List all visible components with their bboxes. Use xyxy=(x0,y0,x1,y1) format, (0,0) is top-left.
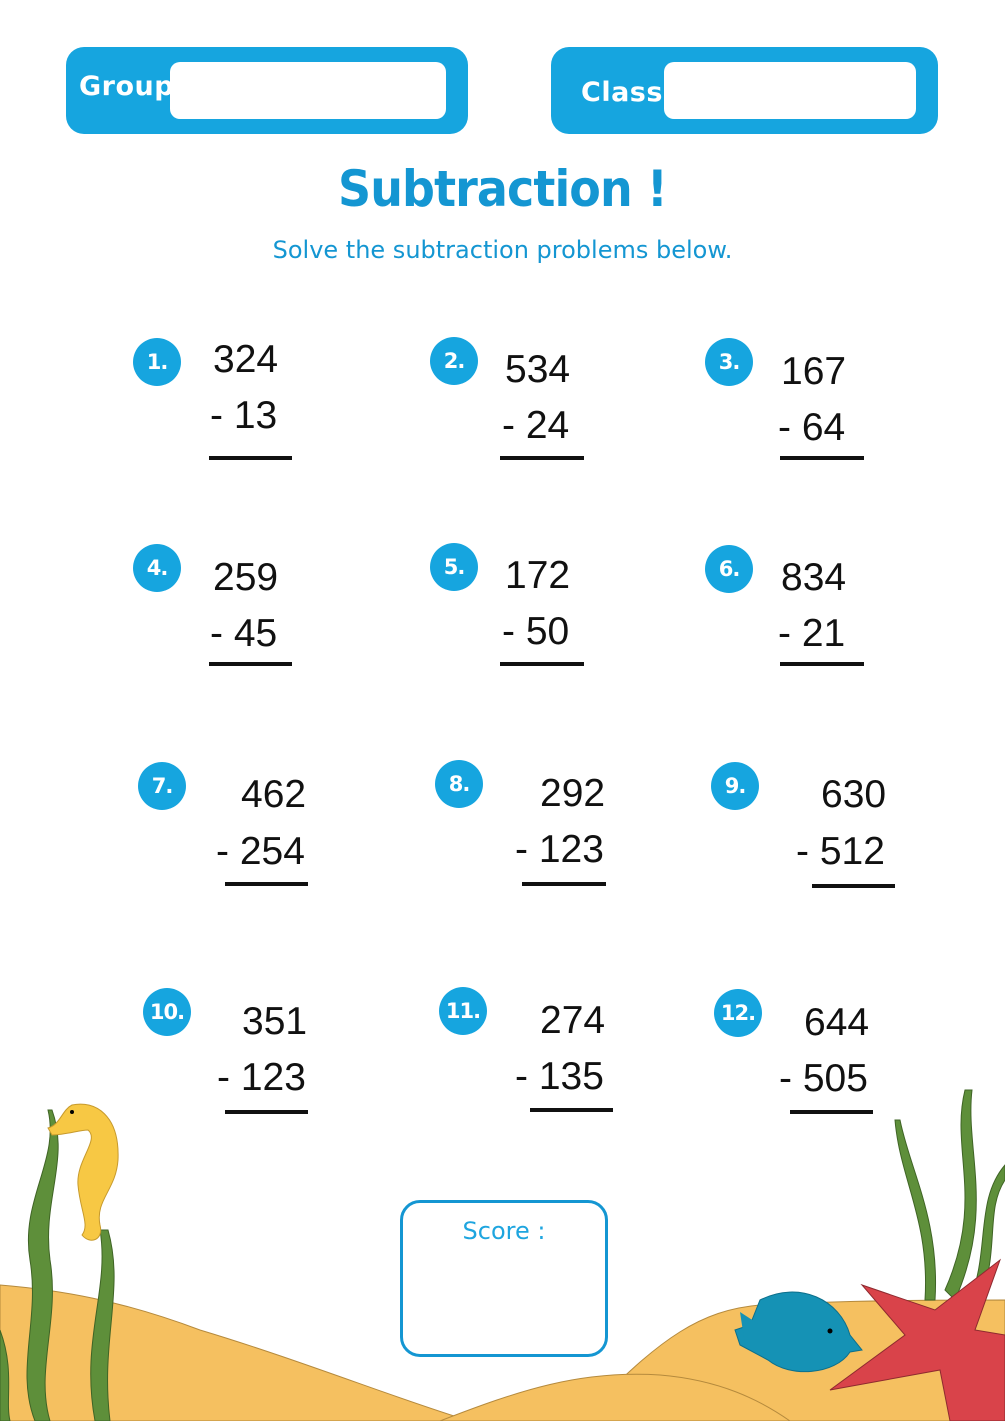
minuend: 292 xyxy=(540,772,606,815)
minuend: 630 xyxy=(821,773,887,816)
problem-number-badge: 3. xyxy=(705,338,753,386)
subtrahend: - 50 xyxy=(502,610,570,653)
problem-number-badge: 12. xyxy=(714,989,762,1037)
minuend: 534 xyxy=(505,348,571,391)
subtrahend: - 512 xyxy=(796,830,885,873)
page-title: Subtraction ! xyxy=(338,160,668,218)
score-box[interactable]: Score : xyxy=(400,1200,608,1357)
answer-line xyxy=(530,1108,613,1112)
answer-line xyxy=(780,662,864,666)
problem-number-badge: 1. xyxy=(133,338,181,386)
answer-line xyxy=(209,662,292,666)
subtrahend: - 505 xyxy=(779,1057,868,1100)
minuend: 351 xyxy=(242,1000,308,1043)
problem-number-badge: 2. xyxy=(430,337,478,385)
minuend: 834 xyxy=(781,556,847,599)
group-input[interactable] xyxy=(170,62,446,119)
minuend: 644 xyxy=(804,1001,870,1044)
minuend: 324 xyxy=(213,338,279,381)
minuend: 259 xyxy=(213,556,279,599)
problem-number-badge: 8. xyxy=(435,760,483,808)
score-label: Score : xyxy=(462,1217,546,1245)
group-label: Group xyxy=(79,71,175,102)
subtrahend: - 21 xyxy=(778,612,846,655)
class-input[interactable] xyxy=(664,62,916,119)
answer-line xyxy=(790,1110,873,1114)
class-label: Class xyxy=(581,77,663,108)
minuend: 274 xyxy=(540,999,606,1042)
subtrahend: - 123 xyxy=(515,828,604,871)
starfish-icon xyxy=(829,1258,1005,1421)
subtrahend: - 123 xyxy=(217,1056,306,1099)
subtrahend: - 45 xyxy=(210,612,278,655)
answer-line xyxy=(209,456,292,460)
answer-line xyxy=(225,1110,308,1114)
answer-line xyxy=(225,882,308,886)
minuend: 462 xyxy=(241,773,307,816)
problem-number-badge: 5. xyxy=(430,543,478,591)
minuend: 167 xyxy=(781,350,847,393)
subtrahend: - 64 xyxy=(778,406,846,449)
problem-number-badge: 7. xyxy=(138,762,186,810)
problem-number-badge: 4. xyxy=(133,544,181,592)
seahorse-icon xyxy=(47,1103,119,1241)
seaweed-icon xyxy=(0,1089,1005,1421)
group-field: Group xyxy=(66,47,468,134)
problem-number-badge: 10. xyxy=(143,988,191,1036)
problem-number-badge: 9. xyxy=(711,762,759,810)
answer-line xyxy=(522,882,606,886)
subtrahend: - 13 xyxy=(210,394,278,437)
subtrahend: - 254 xyxy=(216,830,305,873)
answer-line xyxy=(780,456,864,460)
problem-number-badge: 6. xyxy=(705,545,753,593)
answer-line xyxy=(500,662,584,666)
minuend: 172 xyxy=(505,554,571,597)
answer-line xyxy=(812,884,895,888)
subtrahend: - 135 xyxy=(515,1055,604,1098)
subtrahend: - 24 xyxy=(502,404,570,447)
answer-line xyxy=(500,456,584,460)
fish-icon xyxy=(734,1291,863,1373)
page-subtitle: Solve the subtraction problems below. xyxy=(272,236,733,264)
class-field: Class xyxy=(551,47,938,134)
problem-number-badge: 11. xyxy=(439,987,487,1035)
